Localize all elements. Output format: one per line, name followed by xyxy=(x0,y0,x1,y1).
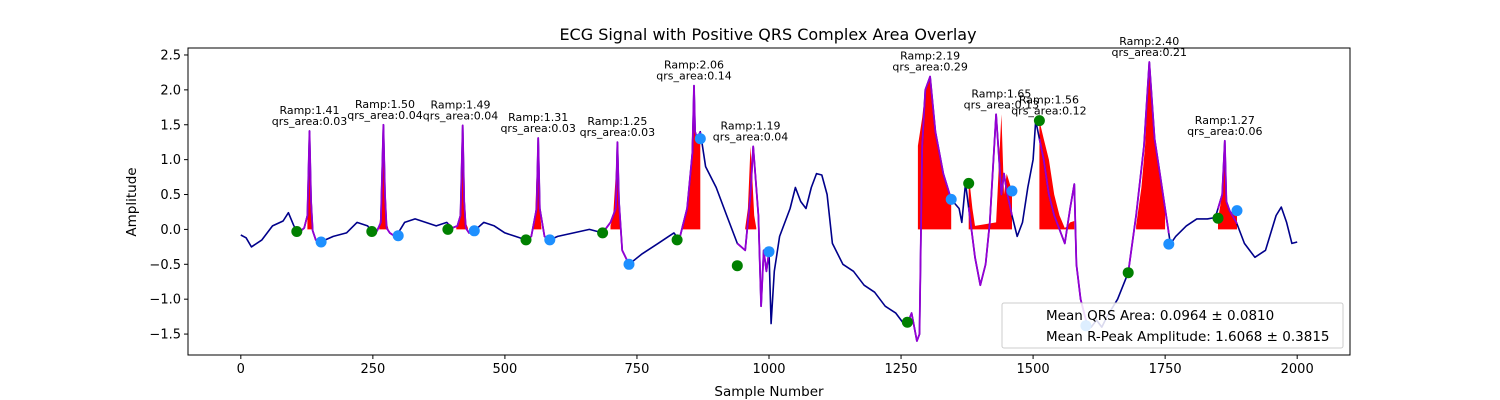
qrs-segment-10 xyxy=(1038,138,1087,321)
x-tick-label-2000: 2000 xyxy=(1281,362,1314,377)
qrs-segment-4 xyxy=(525,137,551,241)
peak-annotation-area-12: qrs_area:0.06 xyxy=(1187,125,1262,138)
x-tick-label-1500: 1500 xyxy=(1017,362,1050,377)
legend: Mean QRS Area: 0.0964 ± 0.0810 Mean R-Pe… xyxy=(1001,302,1344,349)
qrs-onset-marker-8 xyxy=(901,316,913,328)
qrs-area-fill-11 xyxy=(1136,62,1166,230)
y-axis-label: Amplitude xyxy=(124,167,140,236)
peak-annotation-area-7: qrs_area:0.04 xyxy=(713,130,788,143)
x-tick-label-0: 0 xyxy=(237,362,245,377)
qrs-onset-marker-5 xyxy=(597,227,609,239)
peak-annotation-ramp-4: Ramp:1.31 xyxy=(508,111,568,124)
qrs-area-fill-10 xyxy=(1039,120,1075,230)
peak-annotation-area-8: qrs_area:0.29 xyxy=(892,61,967,74)
qrs-offset-marker-5 xyxy=(623,258,635,270)
peak-annotation-area-9: qrs_area:0.13 xyxy=(964,98,1039,111)
qrs-onset-marker-10 xyxy=(1033,115,1045,127)
qrs-onset-marker-3 xyxy=(442,223,454,235)
qrs-offset-marker-1 xyxy=(315,236,327,248)
y-tick-label-0.5: 0.5 xyxy=(160,188,181,203)
legend-box xyxy=(1001,302,1344,349)
qrs-segment-7 xyxy=(736,145,770,308)
y-tick-label-1.5: 1.5 xyxy=(160,118,181,133)
peak-annotation-ramp-3: Ramp:1.49 xyxy=(431,98,491,111)
y-tick-label-0: 0.0 xyxy=(160,223,181,238)
x-tick-label-1000: 1000 xyxy=(752,362,785,377)
y-tick-label--1.5: −1.5 xyxy=(149,328,181,343)
x-tick-label-500: 500 xyxy=(492,362,517,377)
qrs-offset-marker-11 xyxy=(1163,238,1175,250)
qrs-offset-marker-9 xyxy=(1006,185,1018,197)
y-tick-label-1: 1.0 xyxy=(160,153,181,168)
legend-entry-qrs-area: Mean QRS Area: 0.0964 ± 0.0810 xyxy=(1046,308,1274,324)
peak-annotation-ramp-12: Ramp:1.27 xyxy=(1195,114,1255,127)
qrs-onset-marker-9 xyxy=(963,177,975,189)
qrs-offset-marker-8 xyxy=(945,193,957,205)
qrs-offset-marker-4 xyxy=(544,234,556,246)
peak-annotation-ramp-10: Ramp:1.56 xyxy=(1019,94,1079,107)
y-tick-label--1: −1.0 xyxy=(149,293,181,308)
qrs-onset-marker-4 xyxy=(520,234,532,246)
qrs-offset-marker-3 xyxy=(468,225,480,237)
plot-area: Ramp:1.41qrs_area:0.03Ramp:1.50qrs_area:… xyxy=(240,35,1298,342)
chart-title: ECG Signal with Positive QRS Complex Are… xyxy=(559,25,976,44)
qrs-onset-marker-1 xyxy=(291,226,303,237)
peak-annotation-ramp-6: Ramp:2.06 xyxy=(664,59,724,72)
qrs-onset-marker-12 xyxy=(1212,212,1224,224)
peak-annotation-ramp-7: Ramp:1.19 xyxy=(720,119,780,132)
x-axis-label: Sample Number xyxy=(714,384,824,400)
qrs-onset-marker-7 xyxy=(731,260,743,272)
peak-annotation-ramp-9: Ramp:1.65 xyxy=(971,87,1031,100)
x-tick-label-1750: 1750 xyxy=(1149,362,1182,377)
peak-annotation-area-1: qrs_area:0.03 xyxy=(272,115,347,128)
qrs-onset-marker-2 xyxy=(366,226,378,237)
qrs-segment-11 xyxy=(1127,61,1170,273)
peak-annotation-area-11: qrs_area:0.21 xyxy=(1112,46,1187,59)
peak-annotation-area-4: qrs_area:0.03 xyxy=(500,122,575,135)
x-axis: 0 250 500 750 1000 1250 1500 1750 2000 xyxy=(237,355,1314,377)
qrs-segment-8 xyxy=(907,75,953,342)
y-tick-label-2.5: 2.5 xyxy=(160,48,181,63)
qrs-area-fill-6 xyxy=(681,85,701,230)
peak-annotation-ramp-8: Ramp:2.19 xyxy=(900,50,960,63)
qrs-offset-marker-7 xyxy=(763,246,775,258)
peak-annotation-area-6: qrs_area:0.14 xyxy=(656,70,731,83)
peak-annotation-area-2: qrs_area:0.04 xyxy=(347,109,422,122)
qrs-area-fill-9 xyxy=(968,114,1012,230)
qrs-offset-marker-6 xyxy=(694,133,706,145)
peak-annotation-ramp-5: Ramp:1.25 xyxy=(587,115,647,128)
y-tick-label-2: 2.0 xyxy=(160,83,181,98)
legend-entry-r-peak-amplitude: Mean R-Peak Amplitude: 1.6068 ± 0.3815 xyxy=(1046,329,1330,345)
qrs-offset-marker-12 xyxy=(1231,205,1243,217)
peak-annotation-ramp-11: Ramp:2.40 xyxy=(1119,35,1179,48)
x-tick-label-1250: 1250 xyxy=(884,362,917,377)
qrs-segment-12 xyxy=(1217,139,1238,225)
qrs-area-fill-8 xyxy=(917,76,952,230)
qrs-segment-2 xyxy=(371,123,399,237)
peak-annotation-area-5: qrs_area:0.03 xyxy=(580,126,655,139)
y-axis: −1.5 −1.0 −0.5 0.0 0.5 1.0 1.5 2.0 2.5 xyxy=(149,48,188,343)
qrs-area-fill-12 xyxy=(1218,140,1237,230)
qrs-segment-5 xyxy=(601,141,630,265)
qrs-segment-9 xyxy=(967,113,1013,287)
qrs-onset-marker-6 xyxy=(671,234,683,246)
peak-annotation-ramp-1: Ramp:1.41 xyxy=(279,104,339,117)
x-tick-label-250: 250 xyxy=(360,362,385,377)
peak-annotation-ramp-2: Ramp:1.50 xyxy=(355,98,415,111)
peak-annotation-area-3: qrs_area:0.04 xyxy=(423,109,498,122)
y-tick-label--0.5: −0.5 xyxy=(149,258,181,273)
qrs-segment-3 xyxy=(447,124,475,234)
peak-annotation-area-10: qrs_area:0.12 xyxy=(1011,105,1086,118)
qrs-onset-marker-11 xyxy=(1122,267,1134,279)
qrs-offset-marker-2 xyxy=(392,230,404,242)
x-tick-label-750: 750 xyxy=(625,362,650,377)
